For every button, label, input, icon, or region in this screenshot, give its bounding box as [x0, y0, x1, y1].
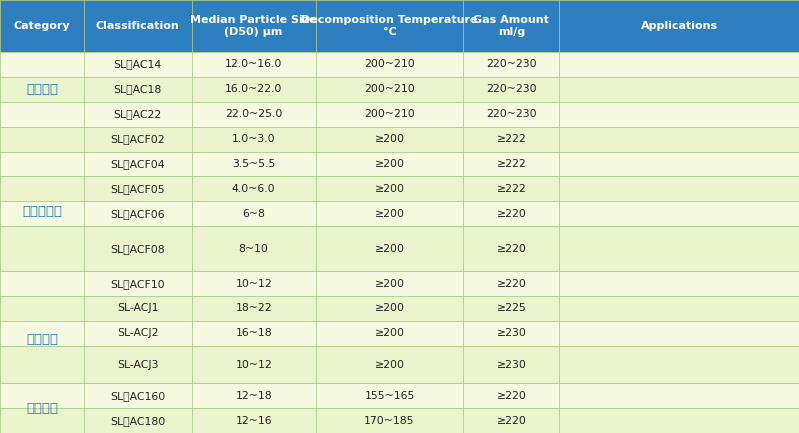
- Text: Median Particle Size
(D50) μm: Median Particle Size (D50) μm: [190, 15, 317, 37]
- Text: ≥200: ≥200: [375, 244, 404, 254]
- Text: 12~18: 12~18: [236, 391, 272, 401]
- Text: 16.0~22.0: 16.0~22.0: [225, 84, 282, 94]
- Bar: [0, 102, 799, 127]
- Text: SL－ACF04: SL－ACF04: [110, 159, 165, 169]
- Text: ≥220: ≥220: [496, 416, 527, 426]
- Text: 8~10: 8~10: [239, 244, 268, 254]
- Text: 超细微系列: 超细微系列: [22, 205, 62, 218]
- Text: 专用系列: 专用系列: [26, 333, 58, 346]
- Text: ≥222: ≥222: [496, 134, 527, 144]
- Bar: [0, 321, 799, 346]
- Text: 220~230: 220~230: [486, 59, 537, 69]
- Text: SL－AC22: SL－AC22: [113, 109, 162, 119]
- Text: ≥220: ≥220: [496, 244, 527, 254]
- Text: 3.5~5.5: 3.5~5.5: [232, 159, 276, 169]
- Text: 4.0~6.0: 4.0~6.0: [232, 184, 276, 194]
- Text: ≥200: ≥200: [375, 209, 404, 219]
- Text: 6~8: 6~8: [242, 209, 265, 219]
- Text: SL－AC14: SL－AC14: [113, 59, 162, 69]
- Text: 16~18: 16~18: [236, 328, 272, 338]
- Bar: [0, 152, 799, 177]
- Text: ≥200: ≥200: [375, 184, 404, 194]
- Text: 普通系列: 普通系列: [26, 83, 58, 96]
- Text: 12~16: 12~16: [236, 416, 272, 426]
- Text: SL－AC18: SL－AC18: [113, 84, 162, 94]
- Bar: [0, 201, 799, 226]
- Text: ≥220: ≥220: [496, 278, 527, 288]
- Text: SL-ACJ3: SL-ACJ3: [117, 359, 158, 369]
- Text: 200~210: 200~210: [364, 84, 415, 94]
- Text: ≥230: ≥230: [496, 328, 527, 338]
- Text: ≥220: ≥220: [496, 391, 527, 401]
- Bar: [0, 226, 799, 271]
- Text: ≥222: ≥222: [496, 184, 527, 194]
- Text: Classification: Classification: [96, 21, 180, 31]
- Text: ≥220: ≥220: [496, 209, 527, 219]
- Bar: [0, 52, 799, 77]
- Bar: [0, 383, 799, 408]
- Text: 200~210: 200~210: [364, 59, 415, 69]
- Bar: [0, 77, 799, 102]
- Text: SL－AC160: SL－AC160: [110, 391, 165, 401]
- Text: ≥200: ≥200: [375, 359, 404, 369]
- Text: ≥200: ≥200: [375, 134, 404, 144]
- Bar: [0, 127, 799, 152]
- Text: Decomposition Temperature
°C: Decomposition Temperature °C: [301, 15, 478, 37]
- Text: 改性系列: 改性系列: [26, 401, 58, 414]
- Text: SL－ACF06: SL－ACF06: [110, 209, 165, 219]
- Bar: [0, 408, 799, 433]
- Text: ≥200: ≥200: [375, 328, 404, 338]
- Text: Gas Amount
ml/g: Gas Amount ml/g: [474, 15, 549, 37]
- Text: 220~230: 220~230: [486, 84, 537, 94]
- Text: ≥230: ≥230: [496, 359, 527, 369]
- Text: ≥200: ≥200: [375, 304, 404, 313]
- Text: SL－ACF05: SL－ACF05: [110, 184, 165, 194]
- Text: ≥200: ≥200: [375, 159, 404, 169]
- Text: 155~165: 155~165: [364, 391, 415, 401]
- Text: Applications: Applications: [641, 21, 718, 31]
- Text: SL-ACJ2: SL-ACJ2: [117, 328, 158, 338]
- Text: 1.0~3.0: 1.0~3.0: [232, 134, 276, 144]
- Text: 12.0~16.0: 12.0~16.0: [225, 59, 282, 69]
- Text: 170~185: 170~185: [364, 416, 415, 426]
- Text: SL－AC180: SL－AC180: [110, 416, 165, 426]
- Text: 10~12: 10~12: [236, 359, 272, 369]
- Bar: [0, 296, 799, 321]
- Bar: [0, 346, 799, 383]
- Text: 22.0~25.0: 22.0~25.0: [225, 109, 282, 119]
- Bar: [0, 271, 799, 296]
- Bar: [0, 0, 799, 52]
- Text: SL－ACF02: SL－ACF02: [110, 134, 165, 144]
- Text: 10~12: 10~12: [236, 278, 272, 288]
- Bar: [0, 177, 799, 201]
- Text: 18~22: 18~22: [236, 304, 272, 313]
- Text: 200~210: 200~210: [364, 109, 415, 119]
- Text: ≥200: ≥200: [375, 278, 404, 288]
- Text: SL－ACF10: SL－ACF10: [110, 278, 165, 288]
- Text: Category: Category: [14, 21, 70, 31]
- Text: ≥222: ≥222: [496, 159, 527, 169]
- Text: SL－ACF08: SL－ACF08: [110, 244, 165, 254]
- Text: SL-ACJ1: SL-ACJ1: [117, 304, 158, 313]
- Text: ≥225: ≥225: [496, 304, 527, 313]
- Text: 220~230: 220~230: [486, 109, 537, 119]
